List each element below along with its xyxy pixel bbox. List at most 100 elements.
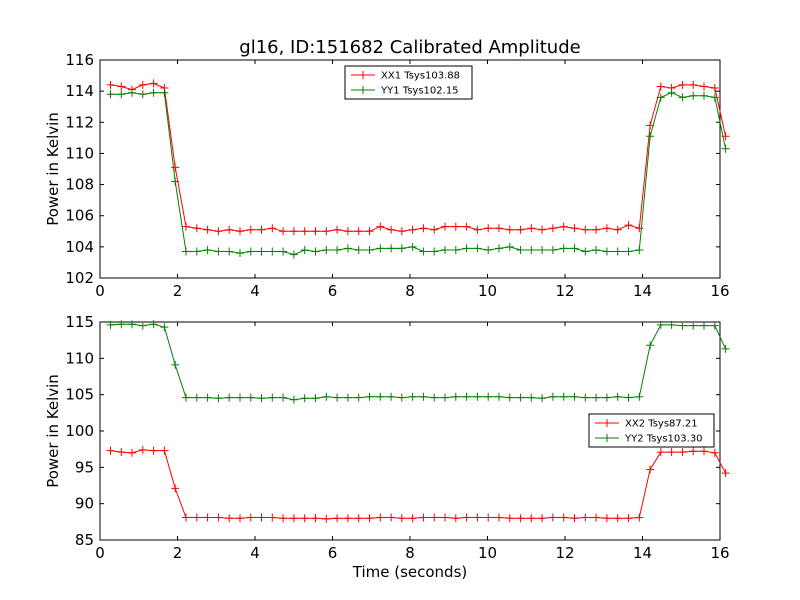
data-point-xx2	[257, 513, 266, 522]
data-point-xx1	[397, 227, 406, 236]
data-point-yy1	[106, 90, 115, 99]
data-point-xx1	[300, 227, 309, 236]
data-point-xx2	[646, 465, 655, 474]
data-point-xx1	[203, 225, 212, 234]
data-point-xx2	[505, 514, 514, 523]
data-point-yy1	[236, 249, 244, 258]
data-point-yy1	[581, 247, 590, 256]
bottom-x-tick-label: 2	[173, 544, 183, 562]
data-point-xx2	[451, 514, 460, 523]
top-x-tick-label: 16	[710, 282, 729, 300]
data-point-yy1	[182, 247, 190, 256]
data-point-xx2	[667, 448, 676, 457]
data-point-yy1	[495, 244, 503, 253]
data-point-yy2	[397, 393, 406, 402]
bottom-x-tick-label: 4	[250, 544, 260, 562]
data-point-xx2	[624, 514, 633, 523]
data-point-yy2	[192, 393, 201, 402]
data-point-xx1	[516, 225, 525, 234]
data-point-yy2	[441, 393, 449, 402]
data-point-yy1	[700, 91, 708, 100]
bottom-y-tick-label: 90	[75, 495, 94, 513]
data-point-xx2	[559, 513, 568, 522]
data-point-xx2	[106, 446, 115, 455]
data-point-xx2	[225, 514, 234, 523]
data-point-xx1	[689, 80, 698, 89]
data-point-xx2	[635, 513, 644, 522]
top-y-tick-label: 112	[65, 113, 94, 131]
data-point-yy1	[365, 246, 374, 254]
data-point-xx2	[311, 514, 320, 523]
data-point-xx1	[613, 225, 622, 234]
legend-label-xx1: XX1 Tsys103.88	[381, 71, 460, 82]
data-point-xx1	[322, 227, 331, 236]
data-point-yy1	[322, 246, 331, 254]
data-point-xx2	[581, 513, 590, 522]
top-x-tick-label: 4	[250, 282, 260, 300]
data-point-yy2	[376, 392, 385, 401]
data-point-xx1	[387, 225, 396, 234]
data-point-yy2	[581, 393, 590, 402]
data-point-yy2	[484, 392, 493, 401]
data-point-xx1	[192, 224, 201, 233]
bottom-y-tick-label: 85	[75, 531, 94, 549]
data-point-xx2	[322, 514, 331, 523]
top-y-tick-label: 110	[65, 144, 94, 162]
data-point-yy1	[548, 246, 557, 254]
data-point-xx1	[635, 224, 644, 233]
series-line-xx1	[110, 82, 727, 232]
bottom-y-tick-label: 115	[65, 313, 94, 331]
data-point-xx2	[516, 514, 525, 523]
data-point-yy1	[721, 144, 730, 153]
data-point-xx2	[376, 513, 385, 522]
data-point-yy1	[354, 246, 363, 254]
data-point-xx1	[279, 227, 288, 236]
data-point-xx1	[527, 224, 536, 233]
data-point-yy2	[635, 392, 644, 401]
data-point-xx2	[354, 514, 363, 523]
data-point-xx1	[225, 225, 234, 234]
data-point-xx2	[149, 446, 158, 455]
top-y-tick-label: 108	[65, 176, 94, 194]
data-point-yy1	[214, 247, 223, 256]
series-line-yy2	[110, 323, 727, 401]
data-point-yy2	[624, 393, 633, 402]
data-point-yy1	[667, 88, 676, 97]
data-point-yy2	[678, 321, 687, 330]
data-point-yy2	[505, 393, 514, 402]
series-line-yy1	[110, 92, 727, 256]
data-point-xx2	[279, 514, 288, 523]
data-point-yy2	[149, 320, 158, 329]
data-point-yy2	[343, 393, 352, 402]
data-point-xx1	[548, 224, 557, 233]
data-point-yy2	[128, 320, 136, 329]
data-point-yy2	[106, 320, 115, 329]
data-point-xx2	[128, 448, 136, 457]
data-point-xx1	[376, 222, 385, 231]
data-point-xx2	[343, 514, 352, 523]
data-point-xx1	[365, 227, 374, 236]
data-point-yy1	[656, 93, 665, 102]
bottom-x-tick-label: 8	[405, 544, 415, 562]
data-point-xx1	[592, 225, 601, 234]
data-point-yy2	[689, 321, 698, 330]
data-point-yy1	[678, 93, 687, 102]
data-point-xx2	[656, 448, 665, 457]
legend-label-xx2: XX2 Tsys87.21	[625, 419, 698, 430]
data-point-xx2	[602, 514, 611, 523]
top-y-tick-label: 102	[65, 269, 94, 287]
data-point-xx1	[268, 224, 277, 233]
data-point-xx2	[700, 447, 708, 456]
data-point-yy1	[538, 246, 547, 254]
data-point-yy2	[236, 393, 244, 402]
data-point-xx2	[138, 445, 147, 454]
bottom-y-tick-label: 100	[65, 422, 94, 440]
data-point-xx1	[570, 224, 579, 233]
data-point-yy2	[516, 393, 525, 402]
data-point-xx2	[689, 447, 698, 456]
data-point-yy1	[484, 246, 493, 254]
data-point-xx2	[484, 513, 493, 522]
data-point-xx1	[710, 84, 719, 92]
data-point-xx1	[700, 82, 708, 91]
data-point-xx1	[149, 79, 158, 88]
